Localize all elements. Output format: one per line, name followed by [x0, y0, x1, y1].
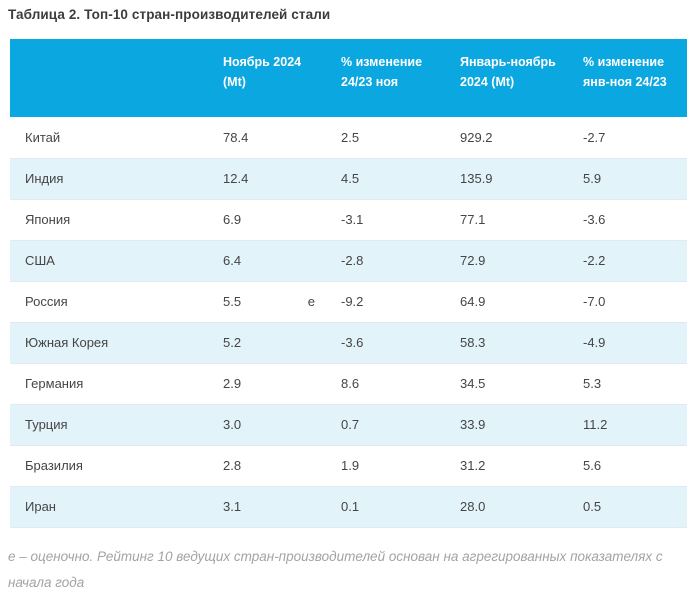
jan-nov-2024-cell: 31.2 — [450, 445, 573, 486]
pct-change-jan-nov-cell: 5.6 — [573, 445, 687, 486]
nov-2024-value: 78.4 — [223, 130, 248, 145]
nov-2024-value: 3.1 — [223, 499, 241, 514]
table-header-row: Ноябрь 2024 (Mt) % изменение 24/23 ноя Я… — [10, 39, 687, 117]
country-cell: Турция — [10, 404, 213, 445]
table-row: Южная Корея 5.2 -3.6 58.3 -4.9 — [10, 322, 687, 363]
jan-nov-2024-cell: 34.5 — [450, 363, 573, 404]
country-cell: Япония — [10, 199, 213, 240]
pct-change-jan-nov-cell: -4.9 — [573, 322, 687, 363]
nov-2024-cell: 6.9 — [213, 199, 331, 240]
nov-2024-cell: 5.2 — [213, 322, 331, 363]
pct-change-jan-nov-cell: 11.2 — [573, 404, 687, 445]
nov-2024-value: 5.5 — [223, 294, 241, 309]
pct-change-jan-nov-cell: -2.7 — [573, 117, 687, 158]
nov-2024-cell: 3.1 — [213, 486, 331, 527]
table-row: Китай 78.4 2.5 929.2 -2.7 — [10, 117, 687, 158]
pct-change-nov-cell: 4.5 — [331, 158, 450, 199]
steel-producers-table: Ноябрь 2024 (Mt) % изменение 24/23 ноя Я… — [10, 39, 687, 528]
column-header-country — [10, 39, 213, 117]
table-header: Ноябрь 2024 (Mt) % изменение 24/23 ноя Я… — [10, 39, 687, 117]
table-row: Германия 2.9 8.6 34.5 5.3 — [10, 363, 687, 404]
jan-nov-2024-cell: 64.9 — [450, 281, 573, 322]
nov-2024-value: 3.0 — [223, 417, 241, 432]
nov-2024-cell: 5.5 е — [213, 281, 331, 322]
country-cell: Германия — [10, 363, 213, 404]
nov-2024-value: 2.8 — [223, 458, 241, 473]
pct-change-nov-cell: -2.8 — [331, 240, 450, 281]
column-header-nov-2024: Ноябрь 2024 (Mt) — [213, 39, 331, 117]
pct-change-nov-cell: 8.6 — [331, 363, 450, 404]
nov-2024-cell: 12.4 — [213, 158, 331, 199]
table-row: Иран 3.1 0.1 28.0 0.5 — [10, 486, 687, 527]
country-cell: Южная Корея — [10, 322, 213, 363]
pct-change-jan-nov-cell: 0.5 — [573, 486, 687, 527]
nov-2024-cell: 3.0 — [213, 404, 331, 445]
jan-nov-2024-cell: 28.0 — [450, 486, 573, 527]
nov-2024-cell: 2.9 — [213, 363, 331, 404]
country-cell: Иран — [10, 486, 213, 527]
column-header-jan-nov-2024: Январь-ноябрь 2024 (Mt) — [450, 39, 573, 117]
estimate-marker: е — [308, 294, 315, 309]
country-cell: Китай — [10, 117, 213, 158]
pct-change-nov-cell: 2.5 — [331, 117, 450, 158]
pct-change-nov-cell: -3.6 — [331, 322, 450, 363]
pct-change-nov-cell: -9.2 — [331, 281, 450, 322]
pct-change-nov-cell: 0.7 — [331, 404, 450, 445]
pct-change-jan-nov-cell: -3.6 — [573, 199, 687, 240]
nov-2024-cell: 6.4 — [213, 240, 331, 281]
table-row: Япония 6.9 -3.1 77.1 -3.6 — [10, 199, 687, 240]
pct-change-jan-nov-cell: -7.0 — [573, 281, 687, 322]
nov-2024-value: 12.4 — [223, 171, 248, 186]
jan-nov-2024-cell: 72.9 — [450, 240, 573, 281]
country-cell: США — [10, 240, 213, 281]
nov-2024-cell: 2.8 — [213, 445, 331, 486]
steel-table-body: Китай 78.4 2.5 929.2 -2.7 Индия 12.4 4.5… — [10, 117, 687, 527]
country-cell: Бразилия — [10, 445, 213, 486]
jan-nov-2024-cell: 33.9 — [450, 404, 573, 445]
pct-change-jan-nov-cell: 5.3 — [573, 363, 687, 404]
column-header-pct-change-jan-nov: % изменение янв-ноя 24/23 — [573, 39, 687, 117]
table-row: Россия 5.5 е -9.2 64.9 -7.0 — [10, 281, 687, 322]
jan-nov-2024-cell: 135.9 — [450, 158, 573, 199]
table-footnote: е – оценочно. Рейтинг 10 ведущих стран-п… — [8, 544, 680, 596]
column-header-pct-change-nov: % изменение 24/23 ноя — [331, 39, 450, 117]
pct-change-jan-nov-cell: 5.9 — [573, 158, 687, 199]
jan-nov-2024-cell: 58.3 — [450, 322, 573, 363]
jan-nov-2024-cell: 77.1 — [450, 199, 573, 240]
pct-change-nov-cell: -3.1 — [331, 199, 450, 240]
table-row: США 6.4 -2.8 72.9 -2.2 — [10, 240, 687, 281]
nov-2024-value: 5.2 — [223, 335, 241, 350]
table-row: Индия 12.4 4.5 135.9 5.9 — [10, 158, 687, 199]
nov-2024-cell: 78.4 — [213, 117, 331, 158]
jan-nov-2024-cell: 929.2 — [450, 117, 573, 158]
pct-change-nov-cell: 1.9 — [331, 445, 450, 486]
table-title: Таблица 2. Топ-10 стран-производителей с… — [8, 7, 692, 22]
country-cell: Россия — [10, 281, 213, 322]
table-row: Турция 3.0 0.7 33.9 11.2 — [10, 404, 687, 445]
country-cell: Индия — [10, 158, 213, 199]
pct-change-jan-nov-cell: -2.2 — [573, 240, 687, 281]
nov-2024-value: 6.4 — [223, 253, 241, 268]
nov-2024-value: 6.9 — [223, 212, 241, 227]
table-row: Бразилия 2.8 1.9 31.2 5.6 — [10, 445, 687, 486]
pct-change-nov-cell: 0.1 — [331, 486, 450, 527]
nov-2024-value: 2.9 — [223, 376, 241, 391]
